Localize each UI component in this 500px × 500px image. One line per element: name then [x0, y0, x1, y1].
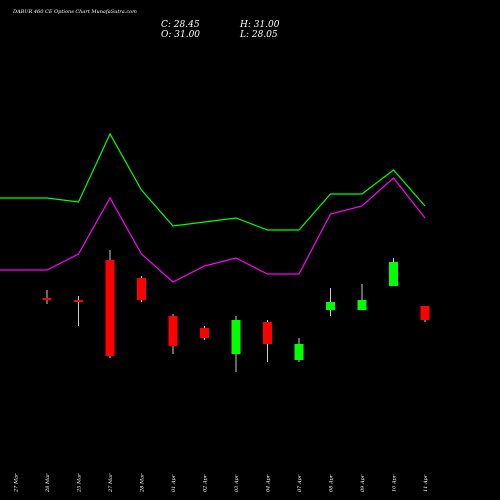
x-axis-ticks: 27 Mar 28 Mar 25 Mar 27 Mar 28 Mar 01 Apr 02 A…: [14, 473, 430, 493]
x-tick-label: 28 Mar: [45, 473, 51, 493]
x-tick-label: 04 Apr: [266, 474, 272, 492]
x-tick-label: 11 Apr: [423, 474, 429, 492]
x-tick-label: 27 Mar: [14, 473, 20, 493]
x-tick-label: 27 Mar: [108, 473, 114, 493]
candle-body: [389, 262, 398, 286]
x-tick-label: 09 Apr: [360, 474, 366, 492]
chart-title: DABUR 460 CE Options Chart MunafaSutra.c…: [12, 9, 137, 15]
indicator-line-2: [0, 177, 426, 283]
candle-body: [200, 328, 209, 338]
candle-body: [326, 302, 335, 310]
indicator-lines: [0, 132, 426, 283]
candle-body: [74, 300, 83, 302]
x-tick-label: 10 Apr: [392, 474, 398, 492]
candle-body: [137, 278, 146, 300]
candle-body: [263, 322, 272, 344]
candle-body: [105, 260, 115, 356]
x-tick-label: 02 Apr: [203, 474, 209, 492]
candle-body: [294, 344, 304, 360]
x-tick-label: 03 Apr: [234, 474, 240, 492]
indicator-line-1: [0, 132, 426, 231]
candle-body: [357, 300, 367, 310]
candle-body: [420, 306, 430, 320]
x-tick-label: 28 Mar: [140, 473, 146, 493]
candle-body: [231, 320, 241, 354]
ohlc-low: L: 28.05: [239, 30, 278, 40]
x-tick-label: 01 Apr: [171, 474, 177, 492]
candle-body: [168, 316, 178, 346]
x-tick-label: 07 Apr: [297, 474, 303, 492]
x-tick-label: 25 Mar: [77, 473, 83, 493]
candles: [42, 250, 430, 372]
ohlc-close: C: 28.45: [161, 20, 200, 30]
x-tick-label: 08 Apr: [329, 474, 335, 492]
candle-body: [42, 298, 52, 300]
ohlc-open: O: 31.00: [161, 30, 200, 40]
ohlc-high: H: 31.00: [239, 20, 280, 30]
